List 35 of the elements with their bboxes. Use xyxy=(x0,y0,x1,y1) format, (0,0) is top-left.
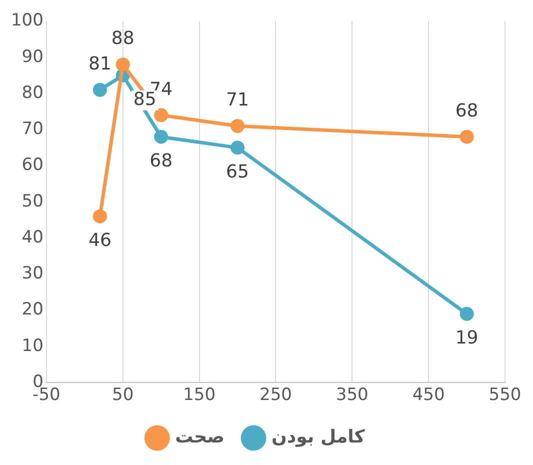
point xyxy=(116,58,130,72)
y-tick-label: 80 xyxy=(22,82,44,103)
data-label: 81 xyxy=(88,54,112,75)
data-label: 68 xyxy=(150,150,173,172)
point xyxy=(154,108,168,122)
legend-label: صحت xyxy=(175,426,225,448)
y-tick-label: 40 xyxy=(22,227,44,248)
point xyxy=(92,209,107,224)
data-label: 68 xyxy=(455,100,478,122)
x-tick-label: 50 xyxy=(112,385,134,406)
x-tick-label: 550 xyxy=(488,385,522,406)
point xyxy=(460,306,474,321)
y-tick-label: 100 xyxy=(10,10,44,31)
y-tick-label: 60 xyxy=(22,155,44,176)
point xyxy=(230,140,245,155)
point xyxy=(460,130,474,144)
x-tick-label: 250 xyxy=(259,385,292,406)
y-tick-label: 30 xyxy=(22,264,44,284)
y-tick-label: 70 xyxy=(22,119,44,140)
point xyxy=(230,119,245,134)
point xyxy=(154,130,168,144)
data-label: 71 xyxy=(226,90,249,111)
legend-label: کامل بودن xyxy=(272,426,366,448)
x-tick-label: 150 xyxy=(183,385,216,406)
data-label: 46 xyxy=(88,230,112,252)
data-label: 88 xyxy=(111,28,134,50)
data-label: 65 xyxy=(226,161,249,182)
y-tick-label: 90 xyxy=(22,46,44,67)
x-tick-label: 350 xyxy=(336,385,368,406)
y-tick-label: 50 xyxy=(22,191,44,212)
data-label: 19 xyxy=(455,328,478,349)
point xyxy=(92,82,107,97)
y-tick-label: 20 xyxy=(22,300,44,320)
x-tick-label: 450 xyxy=(412,385,445,406)
y-tick-label: 10 xyxy=(22,336,44,356)
